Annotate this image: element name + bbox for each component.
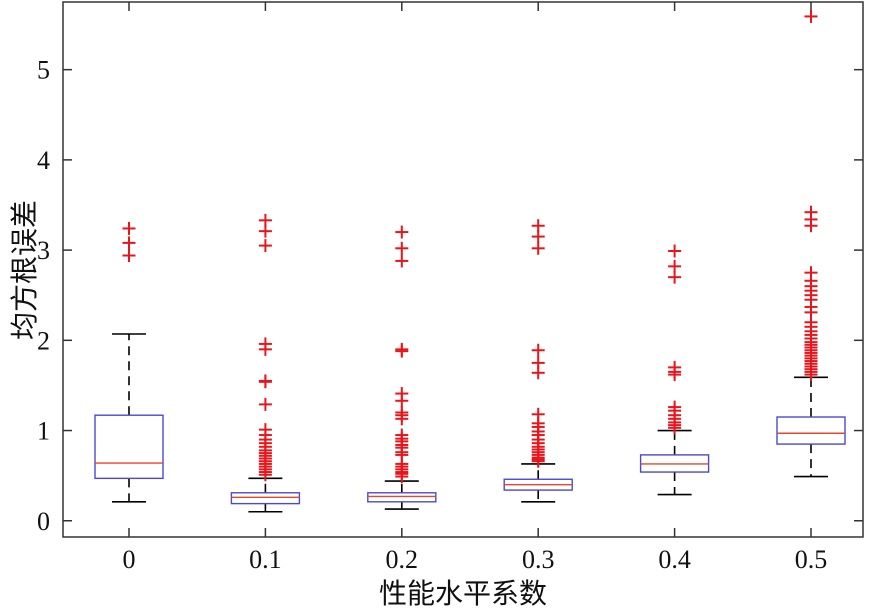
outlier-point: [531, 343, 545, 357]
box-iqr: [776, 416, 846, 445]
x-axis-title: 性能水平系数: [379, 577, 547, 610]
box-0.2: [367, 225, 437, 510]
outlier-point: [804, 9, 818, 23]
outlier-point: [804, 368, 818, 382]
y-tick-label: 3: [37, 236, 50, 265]
x-tick-label: 0.4: [658, 545, 691, 574]
y-axis-title: 均方根误差: [8, 200, 41, 340]
x-tick-label: 0.1: [249, 545, 282, 574]
outlier-point: [395, 394, 409, 408]
outlier-point: [258, 468, 272, 482]
outlier-point: [258, 397, 272, 411]
outlier-point: [804, 219, 818, 233]
box-0.5: [776, 9, 846, 478]
outlier-point: [531, 241, 545, 255]
outlier-point: [395, 254, 409, 268]
outlier-point: [668, 270, 682, 284]
box-series: [94, 9, 846, 513]
outlier-point: [531, 230, 545, 244]
box-iqr: [230, 492, 301, 505]
box-iqr: [94, 414, 164, 480]
outlier-point: [668, 368, 682, 382]
x-tick-label: 0.2: [386, 545, 419, 574]
y-tick-label: 0: [37, 507, 50, 536]
y-tick-label: 4: [37, 146, 50, 175]
outlier-point: [258, 375, 272, 389]
outlier-point: [122, 221, 136, 235]
outlier-point: [395, 470, 409, 484]
box-0.1: [230, 213, 301, 513]
outlier-point: [531, 454, 545, 468]
x-tick-label: 0.3: [522, 545, 555, 574]
outlier-point: [258, 224, 272, 238]
outlier-point: [531, 366, 545, 380]
box-0: [94, 221, 164, 503]
y-axis: 0 1 2 3 4 5: [37, 56, 863, 536]
box-0.3: [503, 219, 573, 503]
outlier-point: [395, 225, 409, 239]
outlier-point: [258, 342, 272, 356]
outlier-point: [122, 249, 136, 263]
plot-frame: [62, 1, 864, 538]
y-tick-label: 1: [37, 417, 50, 446]
outlier-point: [668, 244, 682, 258]
x-axis: 0 0.1 0.2 0.3 0.4 0.5: [123, 2, 828, 574]
outlier-point: [395, 344, 409, 358]
outlier-point: [258, 239, 272, 253]
box-iqr: [367, 492, 437, 503]
outlier-point: [395, 412, 409, 426]
x-tick-label: 0.5: [795, 545, 828, 574]
x-tick-label: 0: [123, 545, 136, 574]
outlier-point: [122, 236, 136, 250]
outlier-point: [668, 421, 682, 435]
y-tick-label: 5: [37, 56, 50, 85]
outlier-point: [395, 241, 409, 255]
y-tick-label: 2: [37, 326, 50, 355]
box-0.4: [639, 244, 710, 496]
